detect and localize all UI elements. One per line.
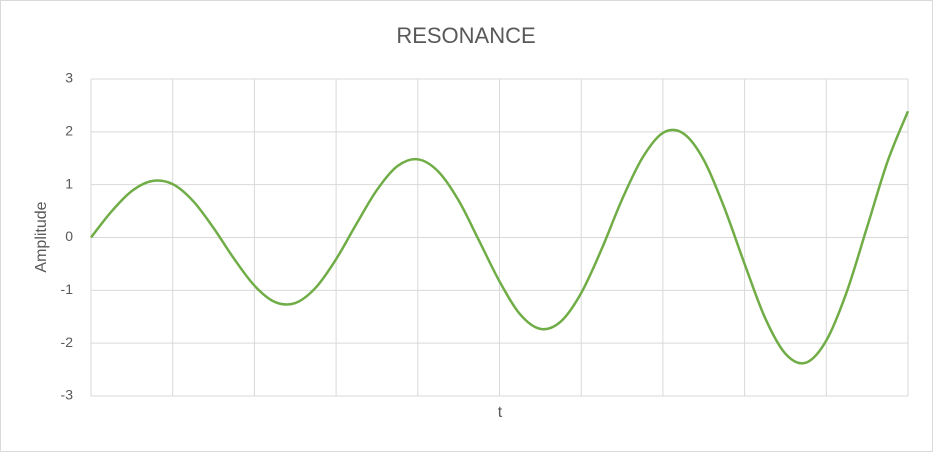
y-tick-label: 2	[65, 123, 73, 139]
chart-title: RESONANCE	[396, 23, 535, 48]
line-series	[90, 110, 910, 365]
y-tick-label: -2	[61, 334, 74, 350]
y-axis-label: Amplitude	[33, 201, 50, 272]
y-tick-label: -1	[61, 281, 74, 297]
x-axis-label: t	[498, 404, 503, 421]
y-tick-label: 3	[65, 70, 73, 86]
y-tick-label: 1	[65, 175, 73, 191]
y-tick-label: 0	[65, 228, 73, 244]
y-tick-label: -3	[61, 387, 74, 403]
